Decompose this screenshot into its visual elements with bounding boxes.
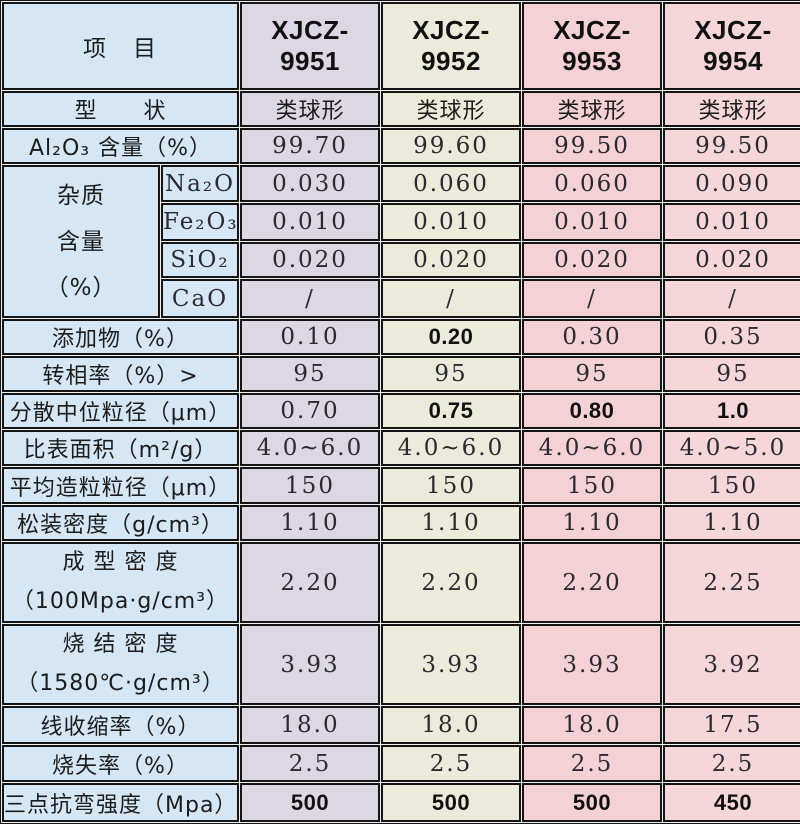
value-cell: 0.010 bbox=[381, 203, 521, 241]
value-cell: 4.0~6.0 bbox=[381, 430, 521, 466]
value-cell: 2.20 bbox=[522, 542, 662, 623]
value-cell: 18.0 bbox=[381, 706, 521, 744]
value-cell: 0.10 bbox=[240, 319, 380, 355]
value-cell: 2.5 bbox=[522, 745, 662, 782]
value-cell: / bbox=[663, 279, 800, 318]
row-label-na2o: Na₂O bbox=[161, 165, 239, 202]
row-label-granule-size: 平均造粒粒径（μm） bbox=[2, 467, 239, 504]
value-cell: 17.5 bbox=[663, 706, 800, 744]
header-product-xjcz-9952: XJCZ-9952 bbox=[381, 2, 521, 90]
value-cell: 500 bbox=[240, 783, 380, 822]
value-cell: 150 bbox=[663, 467, 800, 504]
value-cell: 1.10 bbox=[663, 505, 800, 541]
header-product-xjcz-9953: XJCZ-9953 bbox=[522, 2, 662, 90]
value-cell: 类球形 bbox=[522, 91, 662, 127]
value-cell: 0.020 bbox=[522, 242, 662, 278]
value-cell: 3.93 bbox=[381, 624, 521, 705]
value-cell: 1.10 bbox=[381, 505, 521, 541]
value-cell: 0.010 bbox=[240, 203, 380, 241]
value-cell: 4.0~6.0 bbox=[240, 430, 380, 466]
row-label-additive: 添加物（%） bbox=[2, 319, 239, 355]
row-label-shrinkage: 线收缩率（%） bbox=[2, 706, 239, 744]
value-cell: 500 bbox=[381, 783, 521, 822]
value-cell: 0.30 bbox=[522, 319, 662, 355]
value-cell: 2.5 bbox=[240, 745, 380, 782]
value-cell: 0.060 bbox=[522, 165, 662, 202]
row-label-sintered-density: 烧 结 密 度 （1580℃·g/cm³） bbox=[2, 624, 239, 705]
value-cell: 0.010 bbox=[663, 203, 800, 241]
value-cell: 1.10 bbox=[240, 505, 380, 541]
value-cell: 18.0 bbox=[522, 706, 662, 744]
value-cell: 0.010 bbox=[522, 203, 662, 241]
row-label-median-size: 分散中位粒径（μm） bbox=[2, 393, 239, 429]
row-label-fe2o3: Fe₂O₃ bbox=[161, 203, 239, 241]
value-cell: 150 bbox=[240, 467, 380, 504]
value-cell: 2.25 bbox=[663, 542, 800, 623]
value-cell: 95 bbox=[663, 356, 800, 392]
value-cell: 3.93 bbox=[522, 624, 662, 705]
value-cell: 95 bbox=[381, 356, 521, 392]
row-label-loss-on-ignition: 烧失率（%） bbox=[2, 745, 239, 782]
value-cell: 0.020 bbox=[381, 242, 521, 278]
row-label-sio2: SiO₂ bbox=[161, 242, 239, 278]
row-label-green-density: 成 型 密 度 （100Mpa·g/cm³） bbox=[2, 542, 239, 623]
value-cell: 150 bbox=[381, 467, 521, 504]
row-label-phase-rate: 转相率（%）> bbox=[2, 356, 239, 392]
value-cell: 450 bbox=[663, 783, 800, 822]
value-cell: 0.80 bbox=[522, 393, 662, 429]
value-cell: 2.20 bbox=[381, 542, 521, 623]
value-cell: 99.50 bbox=[522, 128, 662, 164]
value-cell: 类球形 bbox=[381, 91, 521, 127]
value-cell: 99.50 bbox=[663, 128, 800, 164]
value-cell: 3.92 bbox=[663, 624, 800, 705]
value-cell: 2.20 bbox=[240, 542, 380, 623]
value-cell: 类球形 bbox=[240, 91, 380, 127]
value-cell: 95 bbox=[522, 356, 662, 392]
value-cell: 0.090 bbox=[663, 165, 800, 202]
value-cell: 99.60 bbox=[381, 128, 521, 164]
header-item-cell: 项 目 bbox=[2, 2, 239, 90]
value-cell: 150 bbox=[522, 467, 662, 504]
value-cell: 0.35 bbox=[663, 319, 800, 355]
value-cell: / bbox=[381, 279, 521, 318]
row-label-cao: CaO bbox=[161, 279, 239, 318]
value-cell: 4.0~5.0 bbox=[663, 430, 800, 466]
value-cell: 500 bbox=[522, 783, 662, 822]
value-cell: 99.70 bbox=[240, 128, 380, 164]
value-cell: 0.020 bbox=[663, 242, 800, 278]
row-label-impurity-group: 杂质 含量 （%） bbox=[2, 165, 160, 318]
row-label-surface-area: 比表面积（m²/g） bbox=[2, 430, 239, 466]
value-cell: 0.70 bbox=[240, 393, 380, 429]
value-cell: 0.20 bbox=[381, 319, 521, 355]
value-cell: 2.5 bbox=[663, 745, 800, 782]
value-cell: 3.93 bbox=[240, 624, 380, 705]
value-cell: / bbox=[522, 279, 662, 318]
value-cell: 0.030 bbox=[240, 165, 380, 202]
row-label-shape: 型 状 bbox=[2, 91, 239, 127]
value-cell: 4.0~6.0 bbox=[522, 430, 662, 466]
value-cell: 1.10 bbox=[522, 505, 662, 541]
value-cell: / bbox=[240, 279, 380, 318]
header-product-xjcz-9954: XJCZ-9954 bbox=[663, 2, 800, 90]
row-label-bulk-density: 松装密度（g/cm³） bbox=[2, 505, 239, 541]
value-cell: 0.020 bbox=[240, 242, 380, 278]
value-cell: 1.0 bbox=[663, 393, 800, 429]
value-cell: 18.0 bbox=[240, 706, 380, 744]
value-cell: 2.5 bbox=[381, 745, 521, 782]
row-label-al2o3: Al₂O₃ 含量（%） bbox=[2, 128, 239, 164]
value-cell: 0.060 bbox=[381, 165, 521, 202]
value-cell: 0.75 bbox=[381, 393, 521, 429]
value-cell: 类球形 bbox=[663, 91, 800, 127]
header-product-xjcz-9951: XJCZ-9951 bbox=[240, 2, 380, 90]
row-label-bending-strength: 三点抗弯强度（Mpa） bbox=[2, 783, 239, 822]
value-cell: 95 bbox=[240, 356, 380, 392]
